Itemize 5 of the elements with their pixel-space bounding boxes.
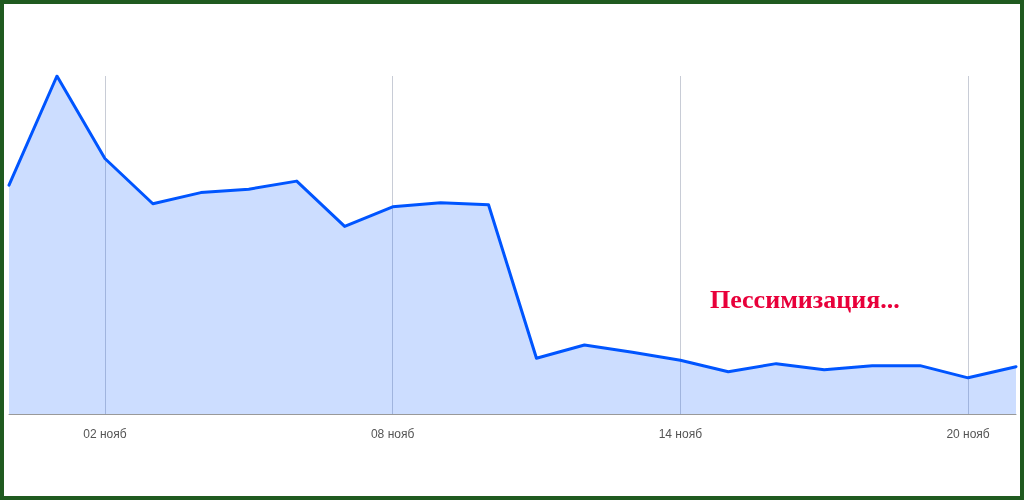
x-tick-label: 20 нояб [946,427,990,441]
x-tick-label: 02 нояб [83,427,127,441]
x-tick-label: 08 нояб [370,427,415,441]
annotation: Пессимизация... [710,284,900,314]
x-tick-label: 14 нояб [658,427,703,441]
